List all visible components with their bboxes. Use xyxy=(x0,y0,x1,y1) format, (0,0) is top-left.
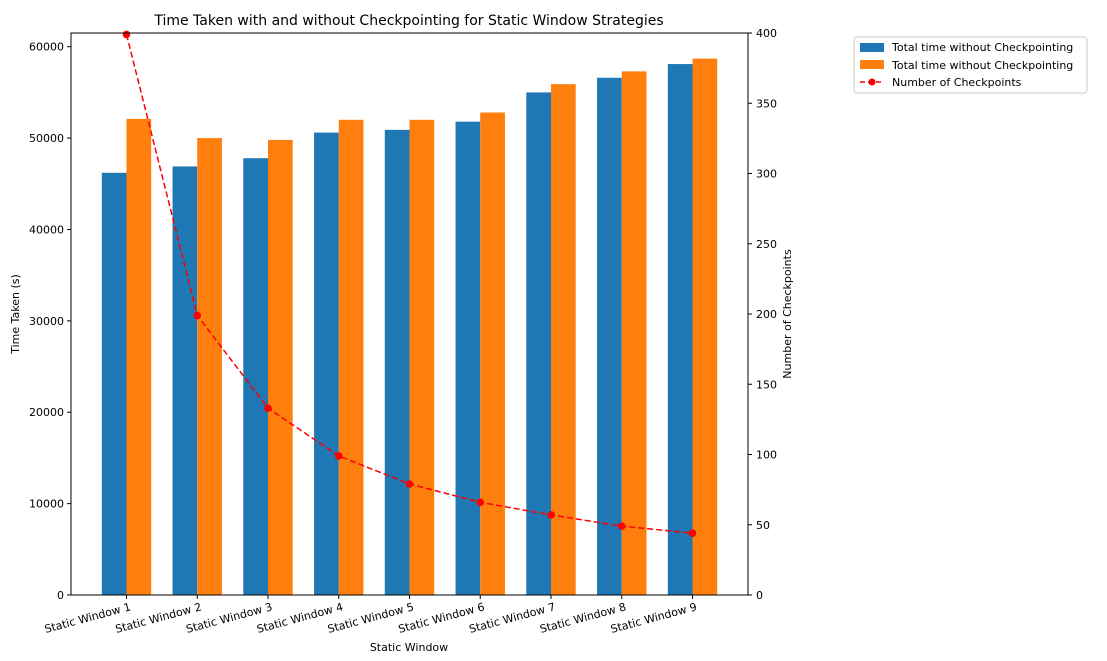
legend-marker xyxy=(868,78,876,86)
y-tick-label-50000: 50000 xyxy=(29,132,64,145)
y-tick-label-40000: 40000 xyxy=(29,223,64,236)
y2-tick-label-300: 300 xyxy=(756,168,777,181)
legend-label-blue: Total time without Checkpointing xyxy=(891,41,1073,54)
checkpoint-point-8 xyxy=(617,522,626,530)
bar-without-checkpointing-8 xyxy=(597,77,622,595)
bars-layer xyxy=(101,58,718,596)
y2-tick-label-50: 50 xyxy=(756,519,770,532)
checkpoint-point-1 xyxy=(122,30,131,39)
checkpoint-point-9 xyxy=(688,529,697,537)
bar-without-checkpointing-1 xyxy=(101,172,127,595)
y2-axis-label: Number of Checkpoints xyxy=(781,249,794,379)
y-tick-label-10000: 10000 xyxy=(29,498,64,511)
y-tick-label-20000: 20000 xyxy=(29,406,64,419)
y-tick-label-60000: 60000 xyxy=(29,41,64,54)
legend-label-line: Number of Checkpoints xyxy=(892,76,1022,89)
bar-with-checkpointing-2 xyxy=(197,138,222,595)
bar-without-checkpointing-6 xyxy=(455,121,481,595)
y2-tick-label-0: 0 xyxy=(756,589,763,602)
chart-title: Time Taken with and without Checkpointin… xyxy=(153,13,663,29)
bar-without-checkpointing-4 xyxy=(314,132,339,596)
legend-swatch-orange xyxy=(860,60,884,69)
legend-label-orange: Total time without Checkpointing xyxy=(891,59,1073,72)
bar-without-checkpointing-9 xyxy=(667,64,693,595)
legend-frame xyxy=(853,36,1088,94)
checkpoint-point-5 xyxy=(405,480,414,488)
legend-swatch-blue xyxy=(860,43,884,52)
bar-with-checkpointing-3 xyxy=(268,139,293,596)
y2-tick-label-350: 350 xyxy=(756,97,777,110)
y-tick-label-30000: 30000 xyxy=(29,315,64,328)
bar-with-checkpointing-4 xyxy=(338,119,364,595)
y2-tick-label-100: 100 xyxy=(756,449,777,462)
checkpoint-point-7 xyxy=(547,511,555,519)
bar-without-checkpointing-7 xyxy=(526,92,551,596)
bar-with-checkpointing-8 xyxy=(621,71,647,595)
y2-tick-label-250: 250 xyxy=(756,238,777,251)
bar-without-checkpointing-2 xyxy=(172,166,198,596)
y2-tick-label-200: 200 xyxy=(756,308,777,321)
bar-without-checkpointing-5 xyxy=(384,129,410,595)
bar-with-checkpointing-7 xyxy=(551,84,576,596)
checkpoint-point-3 xyxy=(264,404,272,412)
y2-tick-label-400: 400 xyxy=(756,27,777,40)
checkpoint-point-6 xyxy=(476,498,485,507)
checkpoint-point-2 xyxy=(193,311,202,320)
x-axis-label: Static Window xyxy=(370,641,448,654)
y-axis-label: Time Taken (s) xyxy=(9,274,22,355)
y-tick-label-0: 0 xyxy=(57,589,64,602)
bar-with-checkpointing-1 xyxy=(126,118,152,596)
bar-with-checkpointing-5 xyxy=(409,119,435,595)
legend: Total time without Checkpointing Total t… xyxy=(853,36,1088,94)
bar-with-checkpointing-6 xyxy=(480,112,505,595)
line-layer xyxy=(122,30,697,537)
checkpoint-point-4 xyxy=(334,452,343,460)
bar-without-checkpointing-3 xyxy=(243,158,268,595)
y2-tick-label-150: 150 xyxy=(756,378,777,391)
bar-with-checkpointing-9 xyxy=(692,58,718,595)
